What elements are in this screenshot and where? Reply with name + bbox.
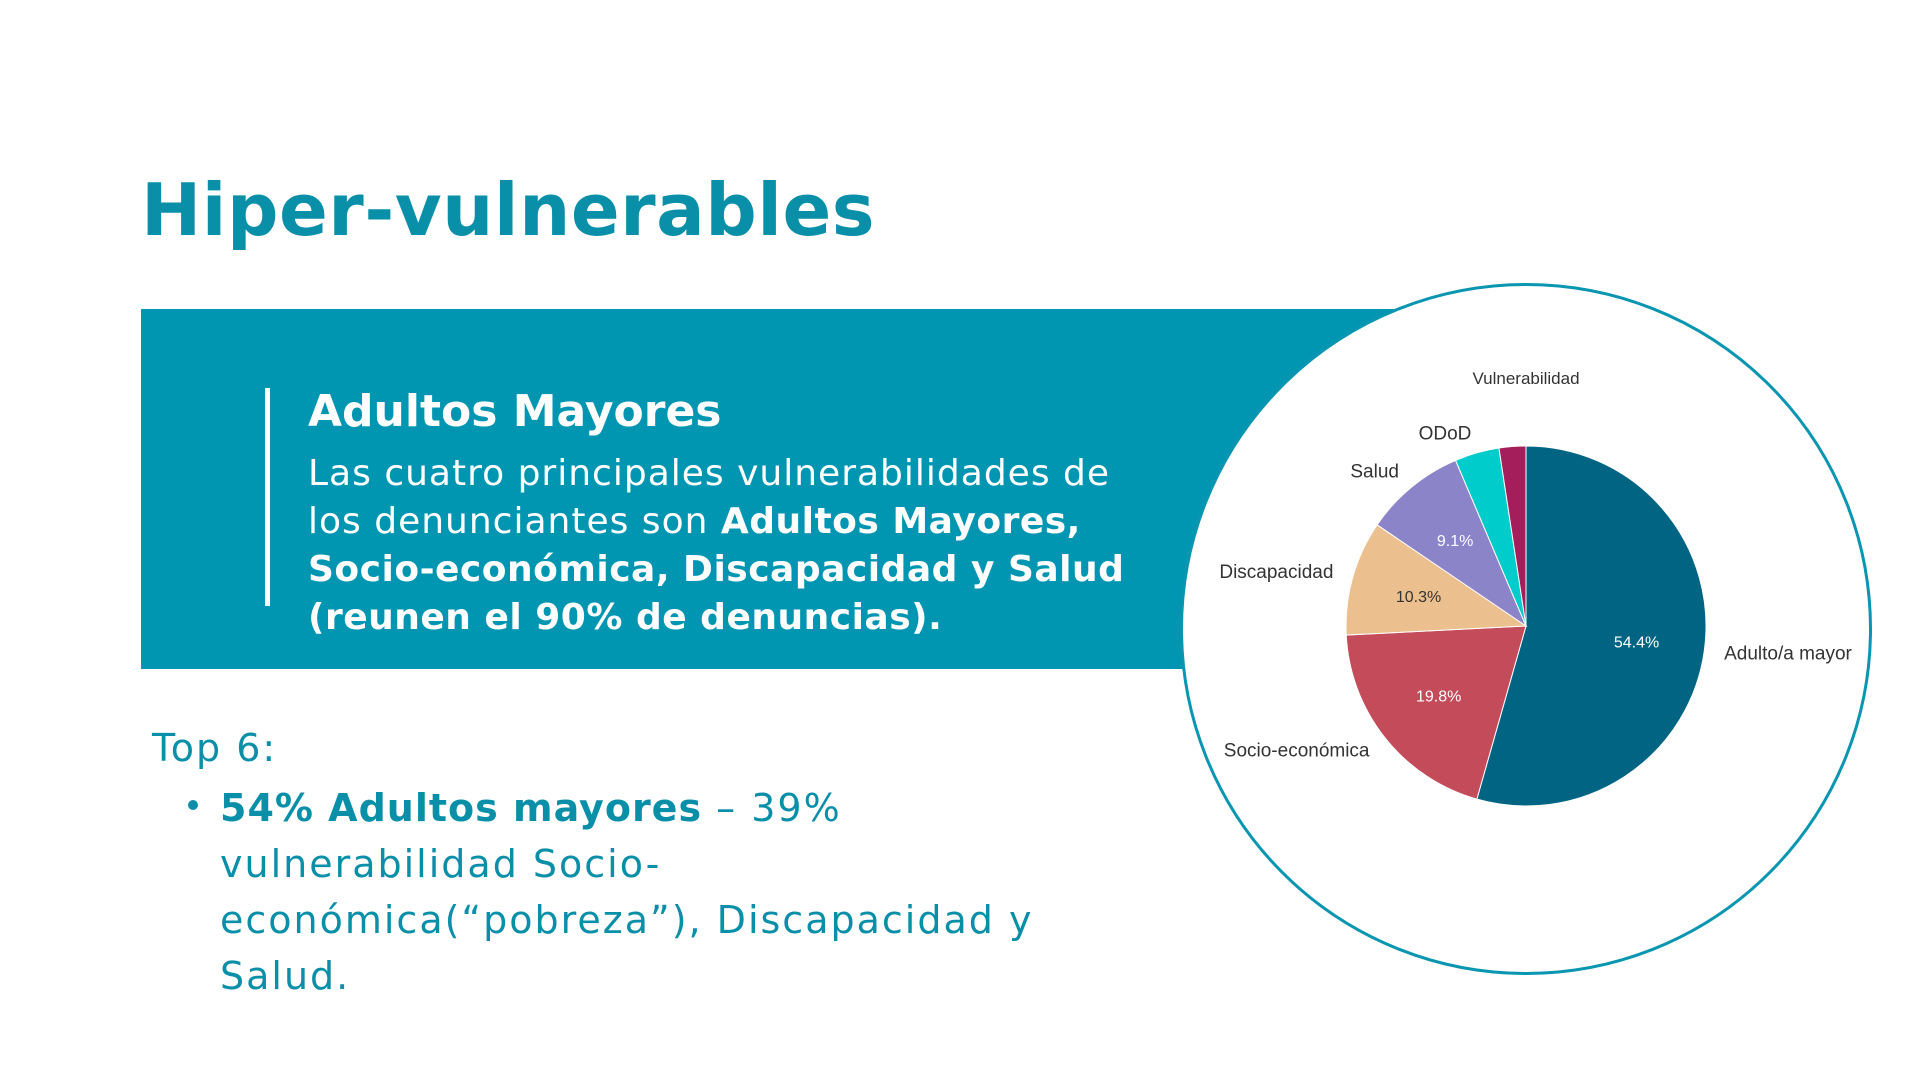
slide-title: Hiper-vulnerables — [141, 168, 876, 252]
pie-category-label-discapacidad: Discapacidad — [1219, 562, 1333, 583]
pie-category-label-odod: ODoD — [1419, 424, 1472, 445]
pie-value-label-adulto-a-mayor: 54.4% — [1614, 634, 1659, 651]
bullet-dot — [188, 800, 198, 810]
pie-category-label-adulto-a-mayor: Adulto/a mayor — [1724, 644, 1852, 665]
panel-divider — [265, 388, 270, 606]
panel-heading: Adultos Mayores — [308, 386, 722, 437]
panel-body-bold: Adultos Mayores, Socio-económica, Discap… — [308, 501, 1125, 638]
pie-slice-discapacidad — [1345, 524, 1528, 636]
bullet-item: 54% Adultos mayores – 39% vulnerabilidad… — [220, 780, 1120, 1004]
pie-chart: Vulnerabilidad 54.4% Adulto/a mayor 19.8% S… — [1219, 369, 1853, 807]
panel-body-plain: Las cuatro principales vulnerabilidades … — [308, 453, 1111, 542]
pie-value-label-discapacidad: 10.3% — [1396, 589, 1441, 606]
pie-slice-salud — [1376, 459, 1528, 628]
chart-title: Vulnerabilidad — [1472, 369, 1579, 388]
pie-value-label-salud: 9.1% — [1437, 533, 1473, 550]
pie-category-label-socio-economica: Socio-económica — [1224, 741, 1370, 762]
pie-slice-other — [1498, 445, 1527, 627]
pie-slice-adulto-a-mayor — [1476, 445, 1707, 807]
top-list-label: Top 6: — [152, 726, 278, 770]
pie-category-label-salud: Salud — [1350, 461, 1399, 482]
bullet-item-rest: – 39% vulnerabilidad Socio-económica(“po… — [220, 786, 1034, 998]
pie-value-label-socio-economica: 19.8% — [1416, 689, 1461, 706]
pie-slice-socio-economica — [1345, 625, 1527, 800]
bullet-item-bold: 54% Adultos mayores — [220, 786, 703, 830]
panel-body: Las cuatro principales vulnerabilidades … — [308, 450, 1158, 642]
